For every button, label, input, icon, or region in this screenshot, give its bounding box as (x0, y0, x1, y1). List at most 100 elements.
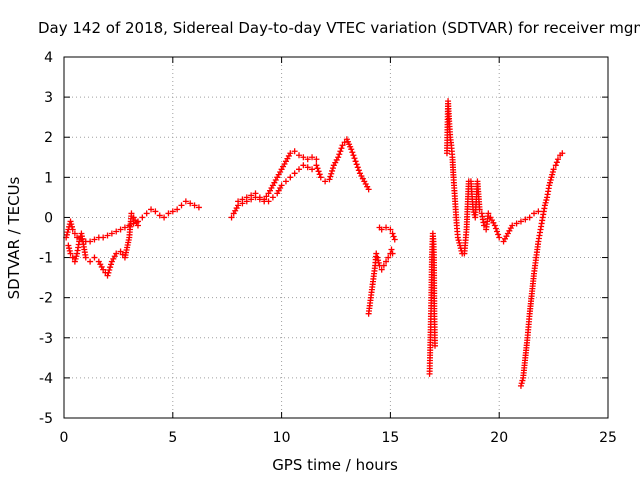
x-tick-label: 5 (168, 430, 177, 446)
data-point (354, 164, 361, 171)
data-point (72, 255, 79, 262)
data-point (391, 236, 398, 243)
data-point (548, 174, 555, 181)
data-point (91, 236, 98, 243)
data-point (287, 150, 294, 157)
data-point (296, 152, 303, 159)
data-point (113, 250, 120, 257)
data-point (496, 234, 503, 241)
data-point (134, 222, 141, 229)
data-point (100, 266, 107, 273)
data-point (509, 222, 516, 229)
data-point (300, 162, 307, 169)
data-point (329, 165, 336, 172)
data-point (373, 250, 380, 257)
data-point (106, 266, 113, 273)
data-point (174, 206, 181, 213)
data-point (315, 168, 322, 175)
data-point (248, 192, 255, 199)
data-point (235, 198, 242, 205)
data-point (304, 156, 311, 163)
data-point (152, 208, 159, 215)
data-point (108, 261, 115, 268)
data-point (335, 154, 342, 161)
data-point (291, 170, 298, 177)
data-point (278, 182, 285, 189)
data-point (64, 229, 71, 236)
data-point (252, 190, 259, 197)
data-point (117, 226, 124, 233)
data-point (546, 179, 553, 186)
data-point (456, 239, 463, 246)
data-point (328, 170, 335, 177)
y-tick-label: -3 (39, 331, 53, 347)
data-point (100, 234, 107, 241)
data-point (454, 234, 461, 241)
data-point (256, 194, 263, 201)
data-point (338, 145, 345, 152)
data-point (518, 380, 525, 387)
data-point (269, 194, 276, 201)
data-point (550, 166, 557, 173)
data-point (67, 250, 74, 257)
data-point (187, 200, 194, 207)
x-tick-label: 25 (599, 430, 617, 446)
data-point (383, 258, 390, 265)
data-point (546, 182, 553, 189)
data-point (143, 210, 150, 217)
data-point (457, 242, 464, 249)
data-point (169, 208, 176, 215)
data-point (549, 171, 556, 178)
data-point (191, 202, 198, 209)
data-point (385, 254, 392, 261)
data-point (549, 168, 556, 175)
data-point (541, 202, 548, 209)
data-point (542, 199, 549, 206)
data-point (91, 254, 98, 261)
data-point (432, 342, 439, 349)
data-point (547, 177, 554, 184)
data-point (476, 206, 483, 213)
x-tick-label: 10 (273, 430, 291, 446)
data-point (378, 266, 385, 273)
data-point (349, 149, 356, 156)
y-tick-label: -4 (39, 371, 53, 387)
data-point (104, 232, 111, 239)
data-point (228, 214, 235, 221)
data-point (108, 230, 115, 237)
data-point (535, 208, 542, 215)
plot-frame (63, 56, 609, 419)
data-point (309, 166, 316, 173)
data-point (389, 230, 396, 237)
data-point (66, 245, 73, 252)
data-point (128, 210, 135, 217)
data-point (71, 258, 78, 265)
data-point (282, 178, 289, 185)
data-point (519, 377, 526, 384)
data-point (117, 248, 124, 255)
data-point (148, 206, 155, 213)
x-tick-label: 15 (381, 430, 399, 446)
data-point (87, 258, 94, 265)
data-point (113, 228, 120, 235)
data-point (287, 174, 294, 181)
data-point (69, 254, 76, 261)
data-point (313, 156, 320, 163)
data-point (104, 272, 111, 279)
data-point (71, 230, 78, 237)
data-point (526, 214, 533, 221)
data-point (263, 193, 270, 200)
data-point (339, 142, 346, 149)
y-tick-label: 2 (44, 130, 53, 146)
y-tick-label: -1 (39, 251, 53, 267)
data-point (492, 225, 499, 232)
data-point (261, 196, 268, 203)
data-point (316, 171, 323, 178)
data-point (314, 165, 321, 172)
data-point (74, 234, 81, 241)
data-point (350, 152, 357, 159)
data-point (329, 167, 336, 174)
data-point (491, 222, 498, 229)
data-point (105, 269, 112, 276)
x-tick-label: 0 (60, 430, 69, 446)
